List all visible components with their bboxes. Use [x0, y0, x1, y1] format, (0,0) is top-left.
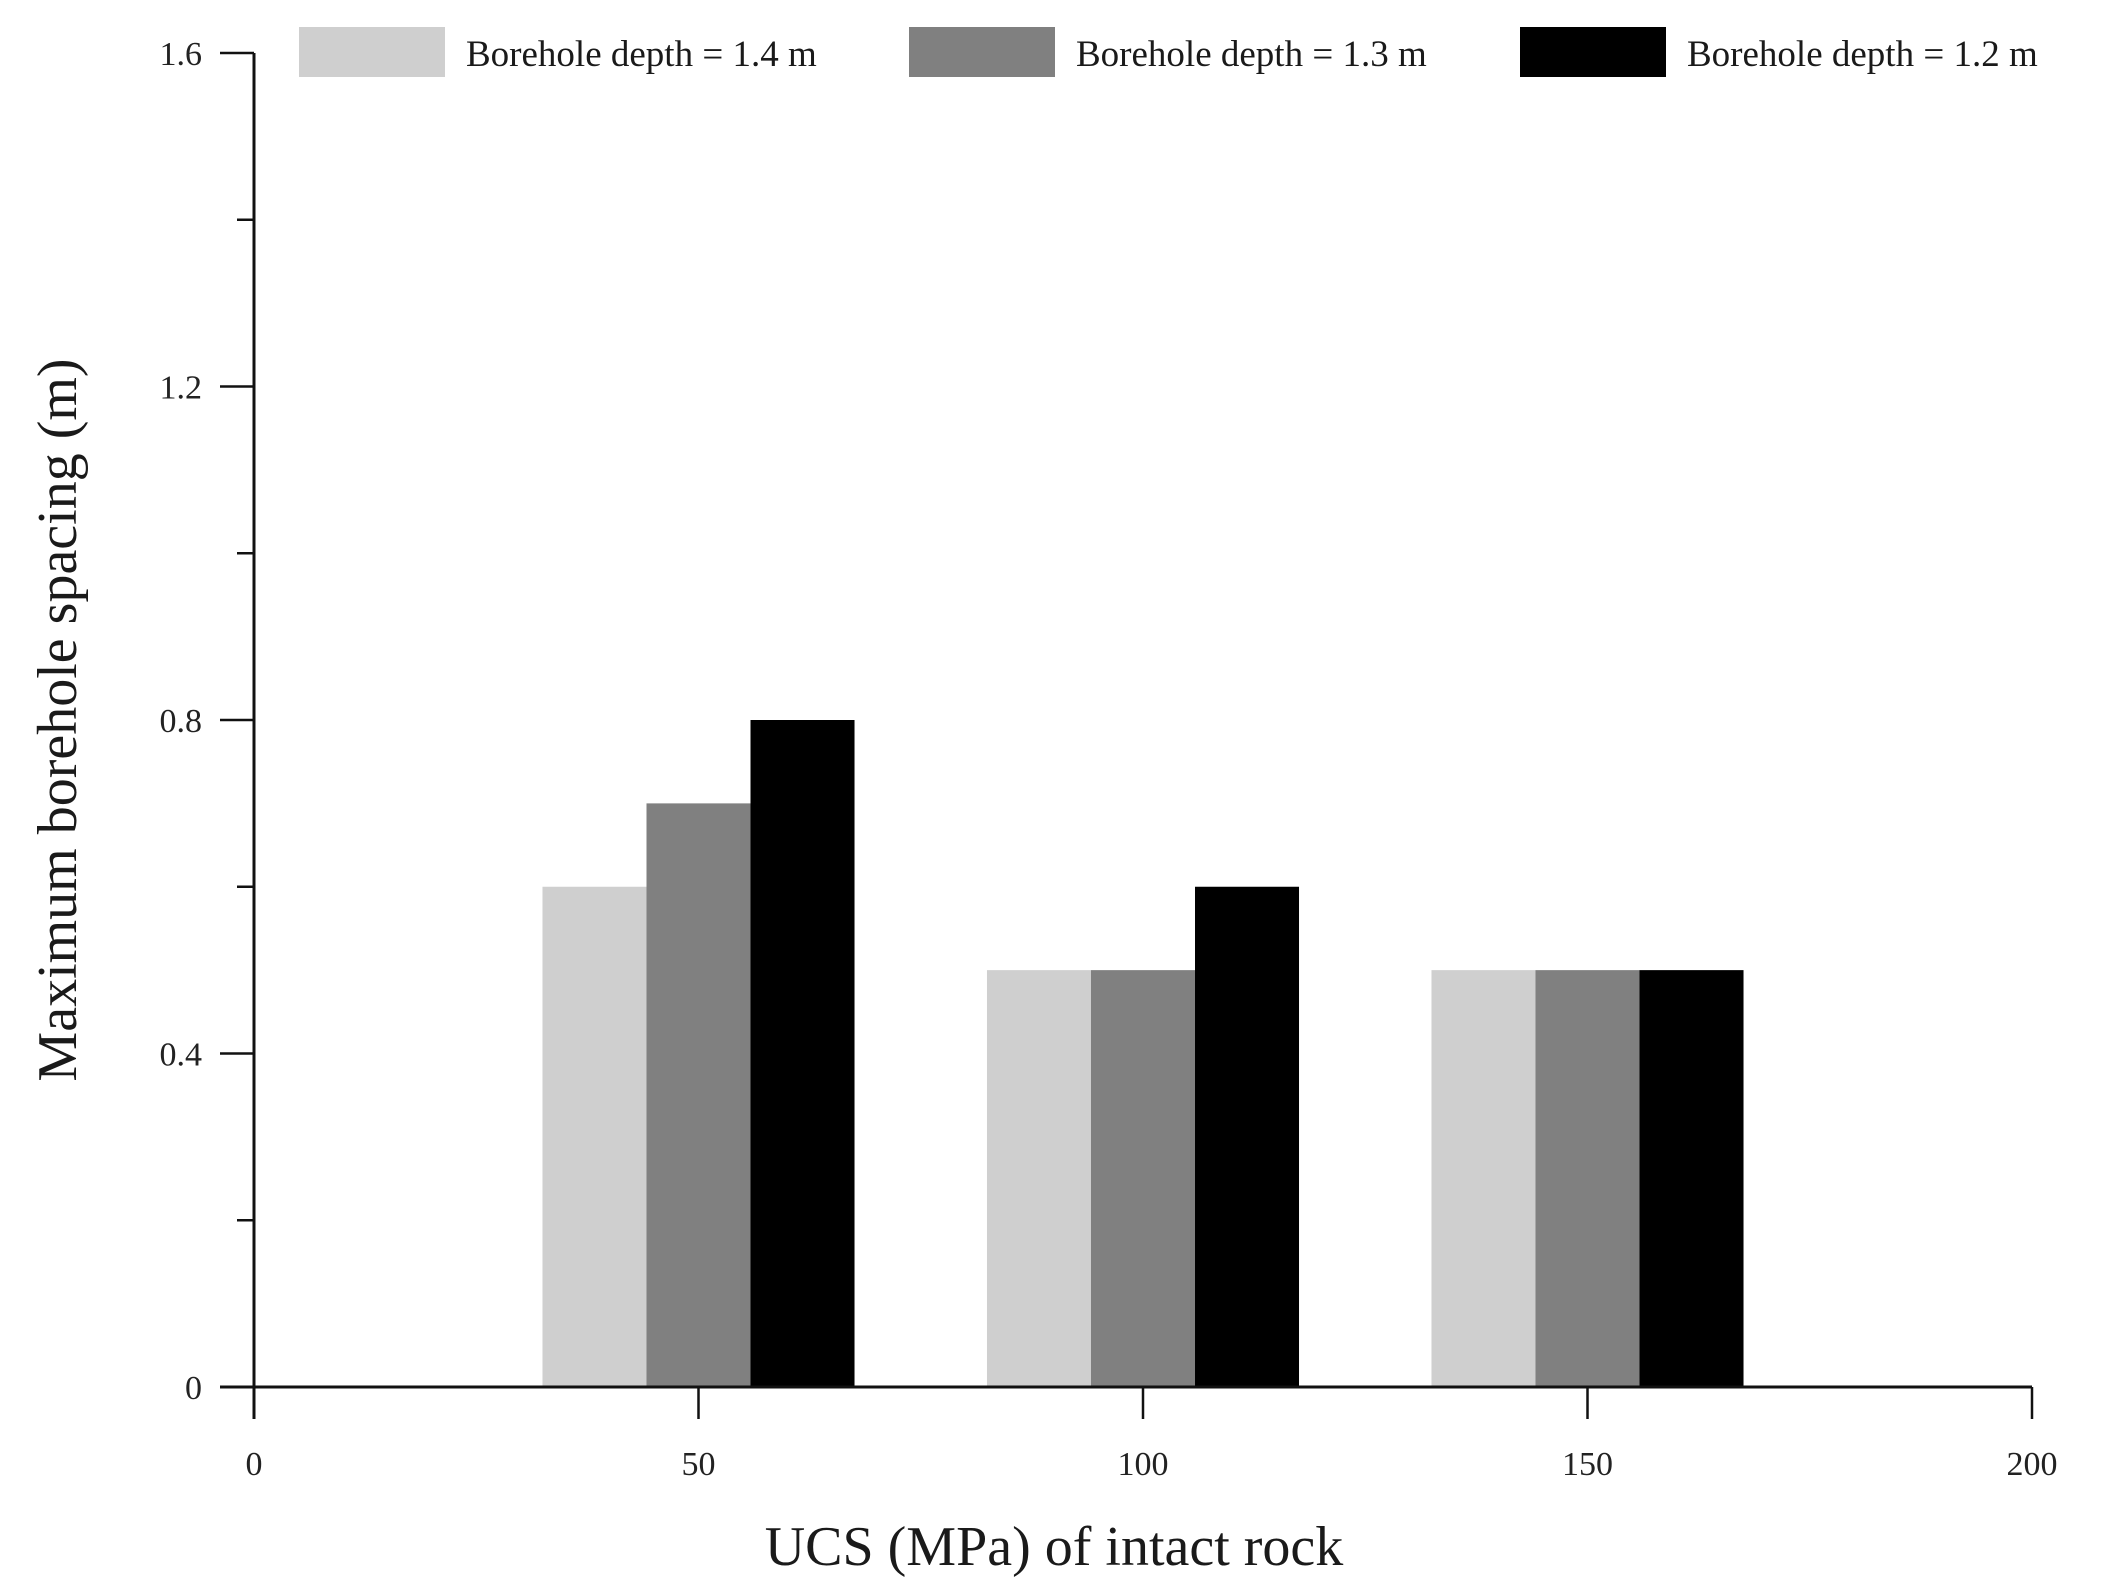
bar-150-series-3 — [1639, 970, 1744, 1387]
x-tick-label: 0 — [246, 1446, 263, 1483]
y-ticks: 0 0.4 0.8 1.2 1.6 — [160, 36, 254, 1407]
legend-swatch-2 — [909, 27, 1055, 77]
bar-150-series-1 — [1431, 970, 1536, 1387]
axes-layer — [220, 53, 2032, 1419]
legend-label-2: Borehole depth = 1.3 m — [1076, 34, 1427, 75]
x-ticks: 0 50 100 150 200 — [246, 1387, 2058, 1483]
y-tick-label: 1.2 — [160, 370, 203, 407]
y-tick-label: 0.8 — [160, 703, 203, 740]
bars-layer — [542, 720, 1744, 1387]
y-tick-label: 0.4 — [160, 1037, 203, 1074]
bar-100-series-3 — [1195, 886, 1300, 1387]
bar-50-series-2 — [646, 803, 751, 1387]
x-tick-label: 150 — [1562, 1446, 1613, 1483]
bar-50-series-3 — [750, 720, 855, 1387]
legend: Borehole depth = 1.4 m Borehole depth = 1… — [299, 27, 2038, 77]
legend-label-1: Borehole depth = 1.4 m — [466, 34, 817, 75]
bar-50-series-1 — [542, 886, 647, 1387]
x-axis-title: UCS (MPa) of intact rock — [765, 1516, 1344, 1578]
bar-100-series-1 — [986, 970, 1091, 1387]
legend-label-3: Borehole depth = 1.2 m — [1687, 34, 2038, 75]
x-tick-label: 200 — [2007, 1446, 2058, 1483]
legend-swatch-1 — [299, 27, 445, 77]
bar-150-series-2 — [1535, 970, 1640, 1387]
x-tick-label: 50 — [682, 1446, 716, 1483]
y-tick-label: 0 — [185, 1370, 202, 1407]
legend-swatch-3 — [1520, 27, 1666, 77]
y-axis-title: Maximum borehole spacing (m) — [27, 358, 89, 1081]
bar-100-series-2 — [1090, 970, 1196, 1387]
y-tick-label: 1.6 — [160, 36, 203, 73]
x-tick-label: 100 — [1118, 1446, 1169, 1483]
